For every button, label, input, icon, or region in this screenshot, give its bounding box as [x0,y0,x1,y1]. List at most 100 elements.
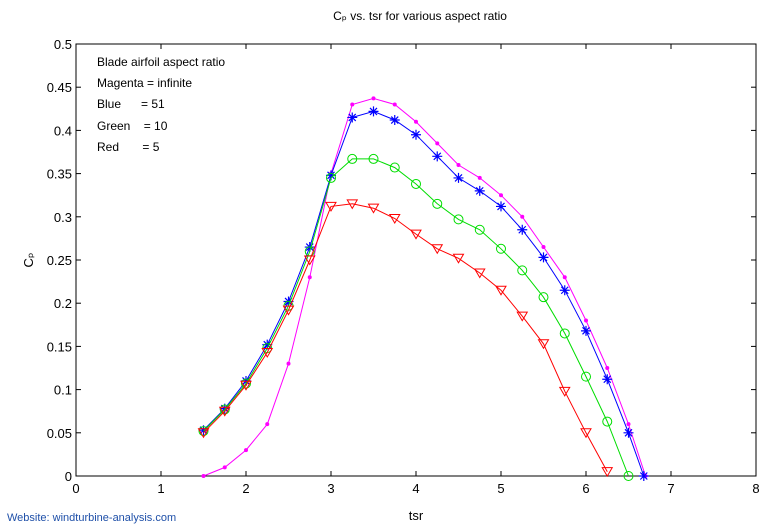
data-point [431,244,444,255]
data-point [371,96,376,101]
data-point [350,102,355,107]
y-tick-label: 0.25 [47,253,72,268]
data-point [559,328,570,339]
data-point [326,170,336,181]
series-1 [198,106,649,481]
data-point [623,427,634,438]
data-point [581,371,591,382]
series-line [203,203,608,472]
data-point [432,198,443,209]
plot-area [75,43,757,477]
annotation-line: Blade airfoil aspect ratio [97,55,225,69]
data-point [388,214,401,225]
data-point [219,403,230,414]
annotation-line: Magenta = infinite [97,76,192,90]
data-point [222,465,227,470]
data-point [368,106,379,117]
data-point [347,153,358,164]
x-tick-label: 8 [752,481,759,496]
x-axis-label: tsr [409,508,424,523]
y-tick-label: 0.15 [47,339,72,354]
y-tick-label: 0 [65,469,72,484]
series-line [203,110,645,477]
data-point [198,425,209,436]
data-point [499,193,503,198]
data-point [218,406,231,417]
x-tick-label: 2 [242,481,249,496]
data-point [453,172,464,183]
data-point [517,224,528,235]
chart-title: Cₚ vs. tsr for various aspect ratio [333,9,507,23]
data-point [520,214,525,219]
data-point [456,162,461,167]
data-point [432,151,443,162]
data-point [240,380,252,391]
data-point [602,416,613,427]
data-point [325,201,337,212]
annotation-line: Red = 5 [97,140,160,154]
data-point [562,275,567,280]
data-point [581,325,591,336]
y-tick-label: 0.1 [54,383,72,398]
data-point [262,339,273,350]
x-tick-label: 5 [497,481,504,496]
data-point [453,214,464,225]
data-point [346,199,359,210]
data-point [626,422,631,427]
data-point [389,162,400,173]
data-point [473,268,486,279]
annotation-line: Green = 10 [97,119,168,133]
x-axis: 0 1 2 3 4 5 6 7 8 [72,44,760,496]
data-point [410,229,422,240]
x-tick-label: 6 [582,481,589,496]
x-tick-label: 7 [667,481,674,496]
data-point [517,265,528,276]
data-point [495,285,507,296]
data-point [303,255,316,266]
data-point [411,178,421,189]
data-point [638,471,649,481]
y-axis: 0 0.05 0.1 0.15 0.2 0.25 0.3 0.35 0.4 0.45 0.5 [47,37,756,484]
y-tick-label: 0.4 [54,123,72,138]
data-point [197,428,210,439]
series-2 [198,153,634,481]
data-point [605,366,610,370]
data-point [368,153,379,164]
data-point [602,374,613,385]
data-point [241,378,251,389]
data-point [623,471,634,481]
website-link[interactable]: Website: windturbine-analysis.com [7,512,176,524]
series-line [203,158,629,477]
data-point [265,422,270,427]
x-tick-label: 4 [412,481,419,496]
data-point [496,243,506,254]
data-point [516,311,529,322]
data-point [474,224,485,235]
data-point [411,129,421,140]
series-3 [197,199,614,478]
data-point [261,347,274,358]
data-point [392,102,397,107]
y-tick-label: 0.35 [47,167,72,182]
data-point [198,426,209,437]
data-point [559,285,570,296]
data-point [496,201,506,212]
y-axis-label: Cₚ [21,253,36,268]
data-point [219,404,230,415]
data-point [452,253,465,264]
data-point [538,292,549,303]
y-tick-label: 0.5 [54,37,72,52]
data-point [282,305,295,316]
data-point [541,245,546,250]
data-point [537,339,550,350]
data-point [326,172,336,183]
data-point [347,112,358,123]
data-point [307,275,312,280]
data-point [538,252,549,263]
data-point [601,467,614,478]
x-tick-label: 0 [72,481,79,496]
data-point [367,203,380,214]
y-tick-label: 0.05 [47,426,72,441]
data-point [244,448,248,453]
